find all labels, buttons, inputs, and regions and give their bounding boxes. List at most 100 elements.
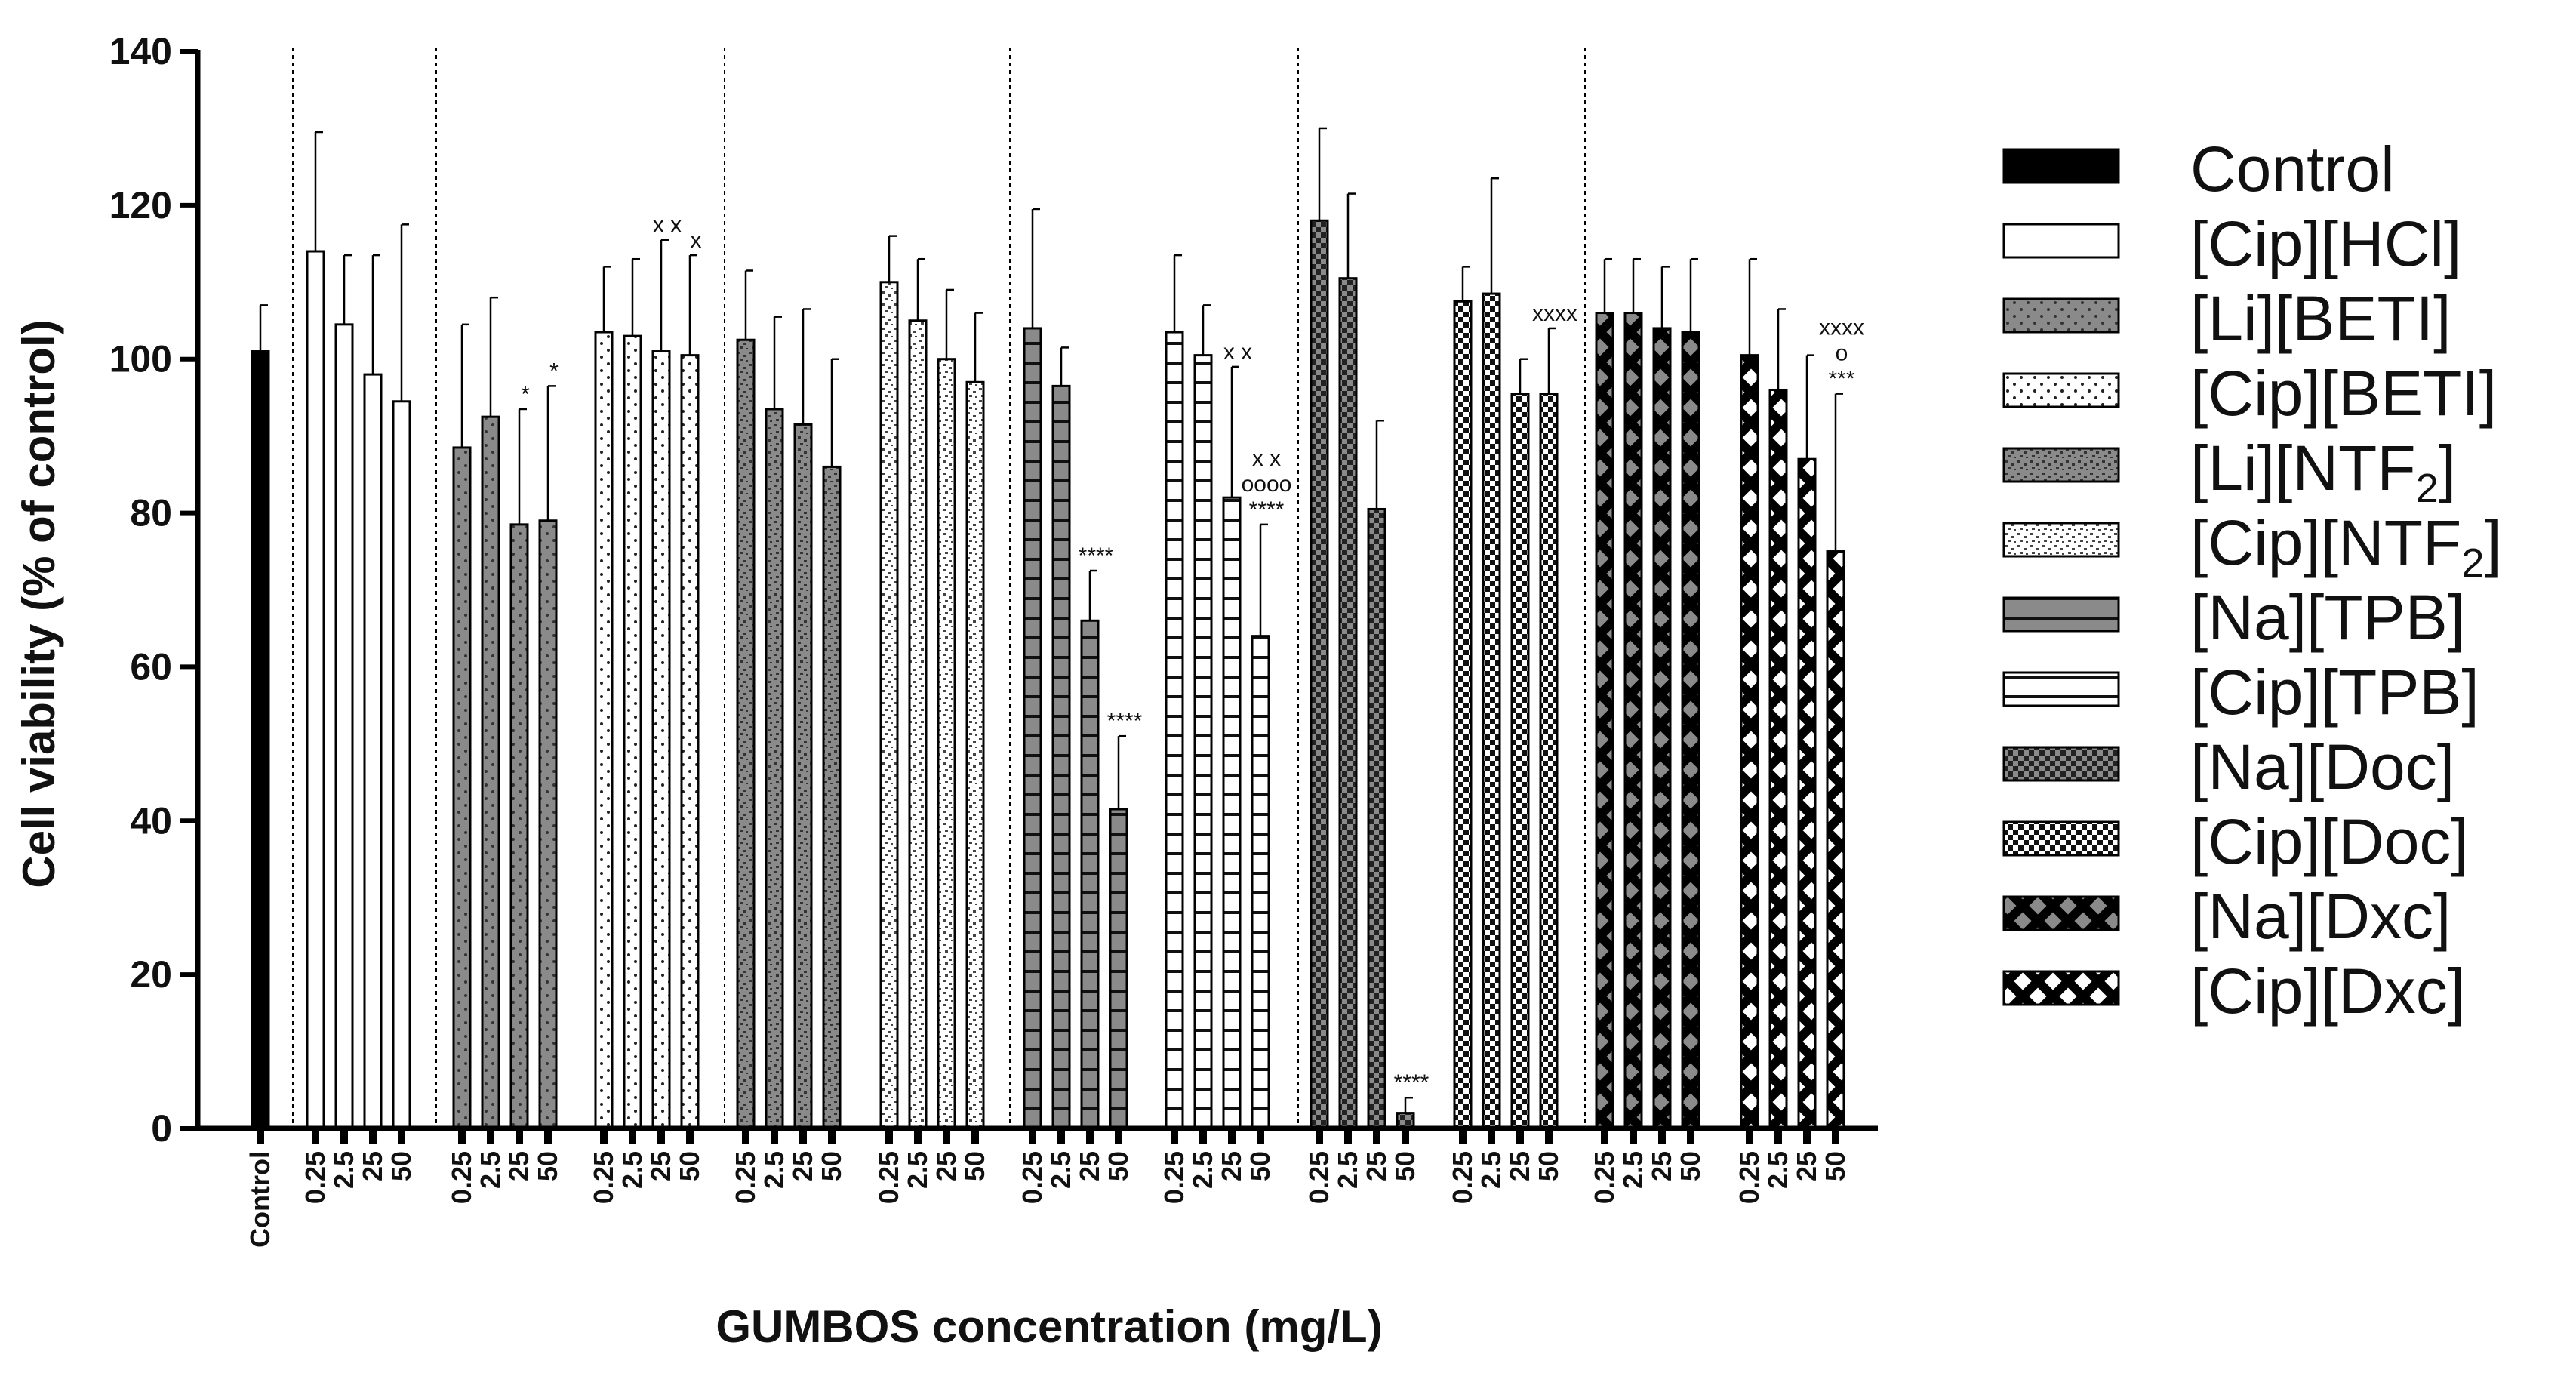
bar-na-tpb-4 — [1109, 808, 1128, 1130]
y-tick-label: 120 — [109, 184, 172, 226]
bar-li-beti-3 — [509, 523, 529, 1130]
bar-li-beti-4 — [538, 519, 558, 1130]
significance-annotation: x — [691, 228, 702, 253]
x-tick-label: 50 — [1675, 1151, 1706, 1181]
y-tick-label: 60 — [130, 645, 172, 688]
legend-label: [Na][Dxc] — [2190, 881, 2451, 952]
x-tick-label: 0.25 — [873, 1151, 904, 1204]
significance-annotation: * — [549, 359, 559, 383]
x-tick-label: 2.5 — [1332, 1151, 1363, 1189]
bar-cip-dxc-2 — [1768, 388, 1788, 1130]
bar-cip-tpb-2 — [1193, 354, 1213, 1130]
x-tick-label: 50 — [816, 1151, 847, 1181]
x-tick-label: 0.25 — [1589, 1151, 1620, 1204]
significance-annotation: xxxx — [1532, 301, 1577, 326]
bar-cip-doc-3 — [1510, 393, 1530, 1130]
x-tick-label: 2.5 — [902, 1151, 933, 1189]
significance-annotation: **** — [1249, 497, 1285, 522]
legend-swatch — [2002, 746, 2120, 782]
bar-na-doc-2 — [1338, 277, 1358, 1130]
bar-cip-hcl-2 — [334, 323, 354, 1130]
x-tick-label: 2.5 — [475, 1151, 506, 1189]
bar-li-ntf2-3 — [793, 423, 813, 1130]
legend-swatch — [2002, 596, 2120, 633]
bar-li-beti-2 — [481, 415, 500, 1130]
bar-na-dxc-2 — [1623, 312, 1643, 1130]
legend-swatch — [2002, 372, 2120, 408]
legend-label: [Cip][TPB] — [2190, 657, 2479, 728]
x-tick-label: 2.5 — [1045, 1151, 1076, 1189]
x-tick-label: 25 — [1361, 1151, 1392, 1181]
x-tick-label: 50 — [386, 1151, 417, 1181]
legend-swatch — [2002, 148, 2120, 184]
x-tick-label: 0.25 — [1017, 1151, 1048, 1204]
x-tick-label: 25 — [1646, 1151, 1677, 1181]
bar-cip-dxc-1 — [1740, 354, 1759, 1130]
significance-annotation: x x — [1252, 446, 1281, 471]
x-tick-label: 25 — [787, 1151, 818, 1181]
x-tick-label: 25 — [357, 1151, 388, 1181]
bar-cip-hcl-4 — [392, 400, 411, 1130]
y-tick-label: 80 — [130, 492, 172, 534]
bar-cip-beti-3 — [651, 350, 671, 1130]
legend-label: [Na][TPB] — [2190, 582, 2465, 653]
legend-swatch — [2002, 970, 2120, 1006]
bar-li-ntf2-4 — [822, 465, 842, 1130]
x-tick-label: 2.5 — [1762, 1151, 1793, 1189]
significance-annotation: xxxx — [1819, 316, 1864, 340]
bar-li-ntf2-2 — [765, 408, 784, 1130]
bar-na-dxc-4 — [1681, 331, 1700, 1130]
x-tick-label: 2.5 — [617, 1151, 648, 1189]
y-axis-title: Cell viability (% of control) — [14, 319, 64, 888]
legend-label: [Cip][Doc] — [2190, 806, 2469, 877]
x-tick-label: 50 — [1533, 1151, 1564, 1181]
x-tick-label: 25 — [931, 1151, 962, 1181]
bar-cip-beti-4 — [680, 354, 700, 1130]
significance-annotation: oooo — [1242, 472, 1292, 497]
x-tick-label: 25 — [503, 1151, 534, 1181]
x-tick-label: 0.25 — [446, 1151, 477, 1204]
bar-cip-hcl-1 — [306, 250, 325, 1130]
significance-annotation: x x — [1223, 340, 1252, 365]
y-tick-label: 140 — [109, 30, 172, 72]
bar-cip-ntf2-2 — [908, 319, 928, 1130]
legend-swatch — [2002, 895, 2120, 931]
x-tick-label: 2.5 — [1476, 1151, 1507, 1189]
plot-area: **x xx********x xx xoooo********xxxxxxxx… — [251, 127, 1864, 1130]
y-tick-label: 100 — [109, 338, 172, 380]
bar-na-doc-1 — [1310, 219, 1329, 1130]
x-tick-label: 50 — [532, 1151, 563, 1181]
bar-cip-doc-4 — [1539, 393, 1559, 1130]
x-tick-label: 50 — [1245, 1151, 1276, 1181]
x-tick-label: 50 — [674, 1151, 705, 1181]
x-tick-label: 2.5 — [759, 1151, 789, 1189]
significance-annotation: **** — [1394, 1070, 1430, 1095]
x-tick-label: 0.25 — [588, 1151, 619, 1204]
y-tick-label: 20 — [130, 953, 172, 996]
y-tick-label: 40 — [130, 799, 172, 842]
x-tick-label: 0.25 — [1734, 1151, 1765, 1204]
significance-annotation: *** — [1828, 367, 1854, 392]
significance-annotation: **** — [1079, 543, 1114, 568]
legend-swatch — [2002, 447, 2120, 483]
x-tick-label: 2.5 — [1187, 1151, 1218, 1189]
legend-swatch — [2002, 297, 2120, 334]
y-tick-label: 0 — [151, 1107, 172, 1150]
bar-cip-tpb-4 — [1251, 635, 1270, 1130]
legend-swatch — [2002, 820, 2120, 857]
bar-cip-ntf2-4 — [965, 380, 985, 1130]
legend-label: Control — [2190, 134, 2395, 205]
x-tick-label: 2.5 — [1617, 1151, 1648, 1189]
legend-label: [Li][BETI] — [2190, 283, 2451, 354]
x-tick-label-control: Control — [245, 1151, 275, 1248]
legend-label: [Cip][BETI] — [2190, 358, 2497, 429]
bar-cip-doc-2 — [1482, 292, 1501, 1130]
legend-label: [Cip][NTF2] — [2190, 507, 2502, 586]
bar-cip-beti-1 — [594, 331, 614, 1130]
significance-annotation: **** — [1107, 709, 1143, 734]
x-tick-label: 0.25 — [1159, 1151, 1190, 1204]
legend-swatch — [2002, 223, 2120, 259]
legend-swatch — [2002, 671, 2120, 707]
x-tick-label: 0.25 — [300, 1151, 331, 1204]
